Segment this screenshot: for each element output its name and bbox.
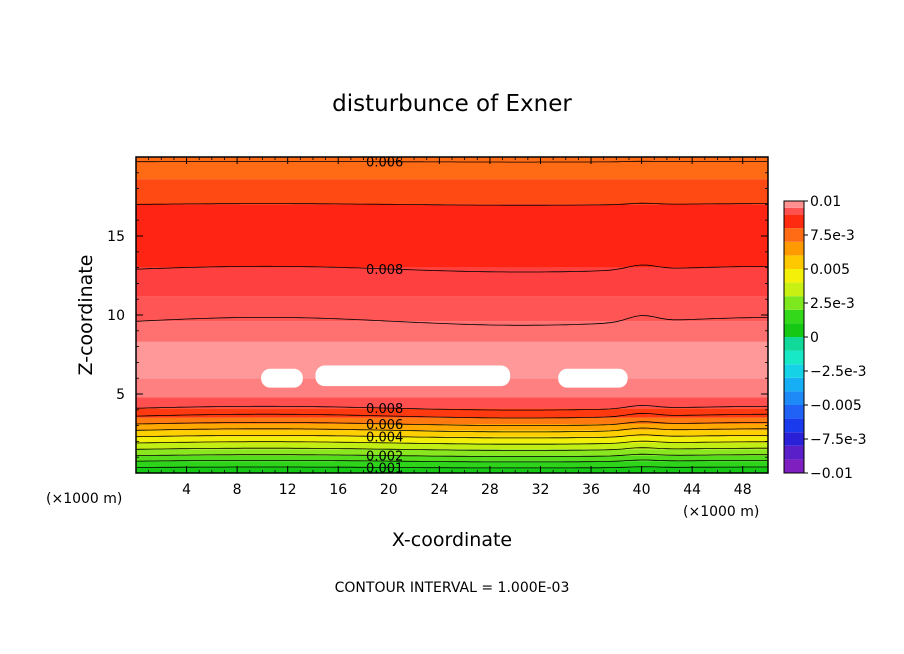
colorbar: 0.01 7.5e-3 0.005 2.5e-3 0 −2.5e-3 −0.005 −7.5e… (783, 194, 867, 482)
contour-band-7 (136, 424, 768, 431)
x-tick-label-10: 44 (683, 482, 701, 498)
x-tick-label-7: 32 (532, 482, 550, 498)
colorbar-level-8 (784, 350, 804, 365)
contour-line-5 (135, 412, 769, 419)
maximum-region-2 (558, 368, 628, 388)
x-axis-label: X-coordinate (392, 529, 512, 551)
y-axis-ticks: 5 10 15 (107, 172, 768, 458)
x-tick-label-4: 20 (380, 482, 398, 498)
colorbar-tick-label-4: 0 (810, 330, 819, 346)
x-tick-label-3: 16 (329, 482, 347, 498)
colorbar-level-9 (784, 337, 804, 351)
colorbar-level-15 (784, 255, 804, 269)
colorbar-level-5 (784, 391, 804, 405)
y-axis-label: Z-coordinate (75, 255, 97, 376)
colorbar-tick-label-2: 0.005 (810, 262, 850, 278)
contour-band-17 (136, 179, 768, 205)
maximum-region-0 (261, 368, 303, 388)
contour-line-12 (136, 459, 768, 463)
contour-label-4: 0.008 (366, 402, 403, 417)
colorbar-level-18 (784, 214, 804, 229)
x-tick-label-9: 40 (633, 482, 651, 498)
y-tick-label-1: 10 (107, 308, 125, 324)
contour-line-0 (136, 160, 768, 163)
contour-band-10 (136, 397, 768, 409)
x-tick-label-2: 12 (279, 482, 297, 498)
colorbar-level-1 (784, 445, 804, 460)
contour-interval-note: CONTOUR INTERVAL = 1.000E-03 (335, 580, 570, 596)
contour-band-8 (136, 417, 768, 425)
contour-label-0: 0.006 (366, 156, 403, 171)
contour-line-2 (135, 264, 768, 273)
contour-line-1 (135, 202, 768, 206)
colorbar-level-17 (784, 228, 804, 242)
contour-band-3 (136, 449, 768, 456)
contour-label-13: 0.001 (366, 461, 403, 476)
colorbar-level-7 (784, 364, 804, 378)
y-tick-label-2: 15 (107, 229, 125, 245)
contour-band-6 (136, 430, 768, 437)
contour-band-1 (136, 461, 768, 468)
colorbar-level-16 (784, 241, 804, 256)
x-tick-label-5: 24 (430, 482, 448, 498)
contour-line-8 (135, 434, 768, 439)
contour-band-2 (136, 455, 768, 462)
contour-band-5 (136, 436, 768, 443)
colorbar-level-6 (784, 377, 804, 392)
contour-band-15 (136, 267, 768, 297)
colorbar-level-14 (784, 269, 804, 283)
colorbar-tick-label-8: −0.01 (810, 466, 853, 482)
colorbar-tick-label-6: −0.005 (810, 398, 862, 414)
contour-band-4 (136, 442, 768, 450)
contour-line-7 (135, 427, 768, 433)
colorbar-level-4 (784, 405, 804, 419)
contour-band-13 (136, 321, 768, 342)
contour-label-2: 0.008 (366, 263, 403, 278)
maximum-regions (261, 365, 628, 388)
contour-band-9 (136, 408, 768, 418)
colorbar-level-11 (784, 309, 804, 324)
x-tick-label-8: 36 (582, 482, 600, 498)
contour-line-3 (135, 315, 769, 326)
contour-band-14 (136, 296, 768, 322)
colorbar-tick-label-5: −2.5e-3 (810, 364, 867, 380)
colorbar-tick-label-1: 7.5e-3 (810, 228, 855, 244)
x-tick-label-1: 8 (233, 482, 242, 498)
colorbar-level-13 (784, 282, 804, 297)
contour-line-6 (135, 421, 768, 426)
contour-line-9 (135, 440, 769, 445)
contour-line-4 (135, 404, 769, 411)
maximum-region-1 (315, 365, 511, 387)
colorbar-tick-label-0: 0.01 (810, 194, 841, 210)
x-tick-label-11: 48 (734, 482, 752, 498)
x-tick-label-0: 4 (182, 482, 191, 498)
colorbar-level-2 (784, 432, 804, 446)
contour-line-10 (135, 447, 768, 451)
colorbar-level-12 (784, 296, 804, 310)
colorbar-tick-label-3: 2.5e-3 (810, 296, 855, 312)
contour-line-13 (135, 466, 768, 469)
x-axis-ticks: 4 8 12 16 20 24 28 32 36 40 44 48 (148, 157, 756, 498)
colorbar-level-19 (784, 207, 804, 215)
colorbar-level-20 (784, 201, 804, 208)
colorbar-tick-label-7: −7.5e-3 (810, 432, 867, 448)
contour-label-6: 0.006 (366, 418, 403, 433)
colorbar-level-3 (784, 418, 804, 433)
contour-line-11 (135, 453, 768, 457)
x-unit-label-right: (×1000 m) (683, 504, 759, 520)
contour-band-16 (136, 204, 768, 268)
contour-label-8: 0.004 (366, 431, 403, 446)
colorbar-level-0 (784, 459, 804, 473)
chart-title: disturbunce of Exner (332, 91, 572, 117)
colorbar-level-10 (784, 323, 804, 337)
contour-fill-bands (136, 157, 768, 473)
y-tick-label-0: 5 (116, 387, 125, 403)
x-tick-label-6: 28 (481, 482, 499, 498)
contour-band-18 (136, 157, 768, 180)
x-unit-label-left: (×1000 m) (46, 491, 122, 507)
